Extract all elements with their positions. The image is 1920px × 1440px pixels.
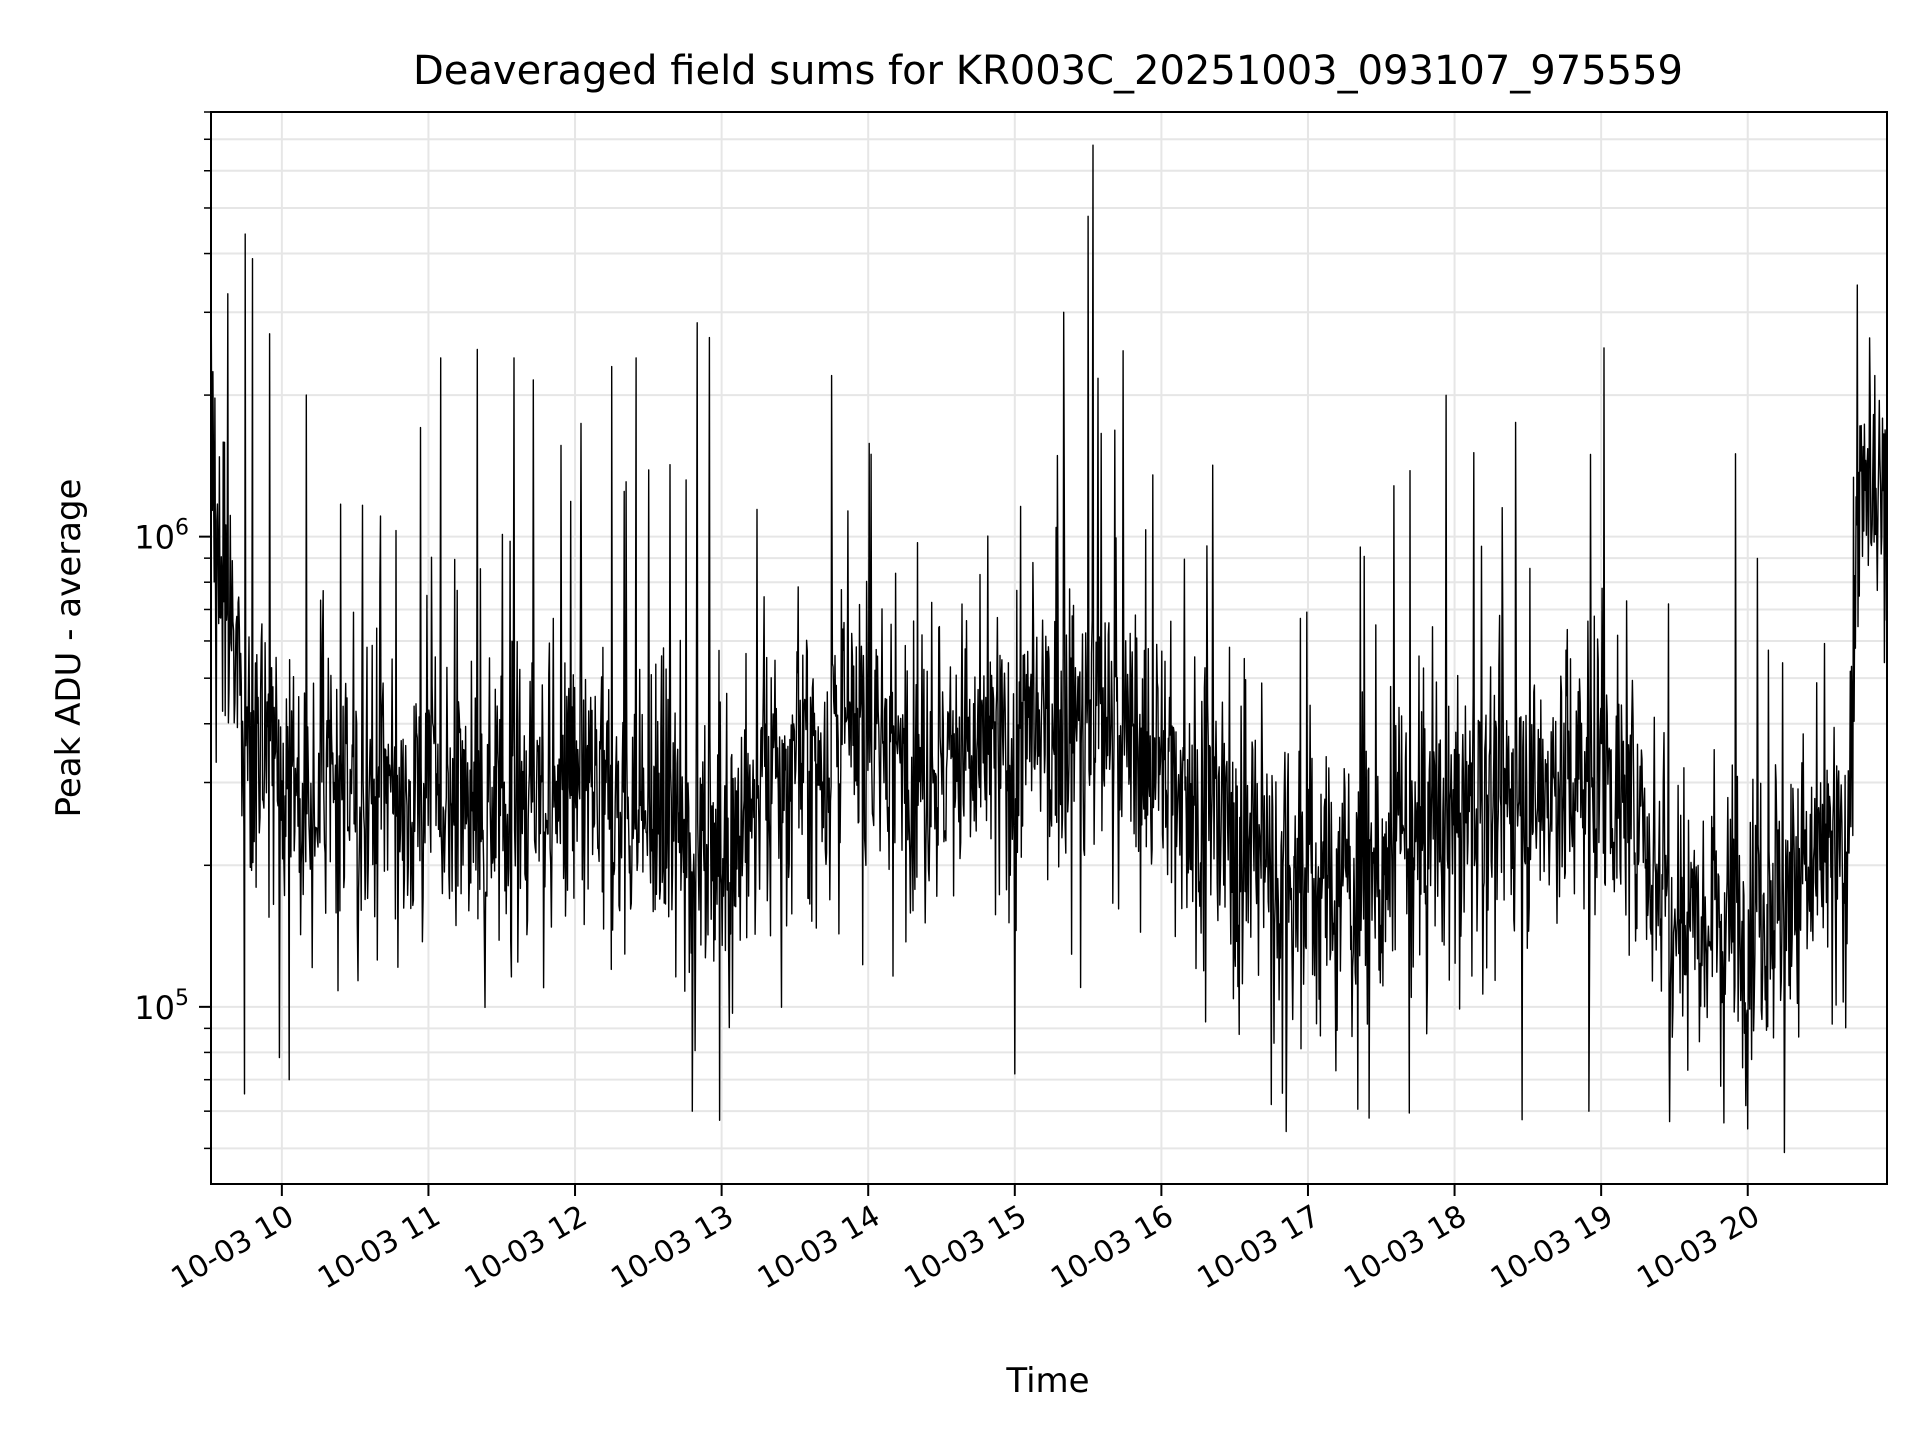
plot-area: [210, 144, 1888, 1154]
y-tick-label: 106: [134, 516, 189, 557]
y-axis-label: Peak ADU - average: [49, 479, 89, 818]
x-axis-label: Time: [1005, 1361, 1089, 1401]
plot-frame: [210, 111, 1888, 1185]
y-axis: 105 106: [134, 111, 211, 1150]
y-tick-label: 105: [134, 986, 189, 1027]
chart-title: Deaveraged field sums for KR003C_2025100…: [413, 48, 1683, 94]
series-line: [210, 144, 1888, 1154]
